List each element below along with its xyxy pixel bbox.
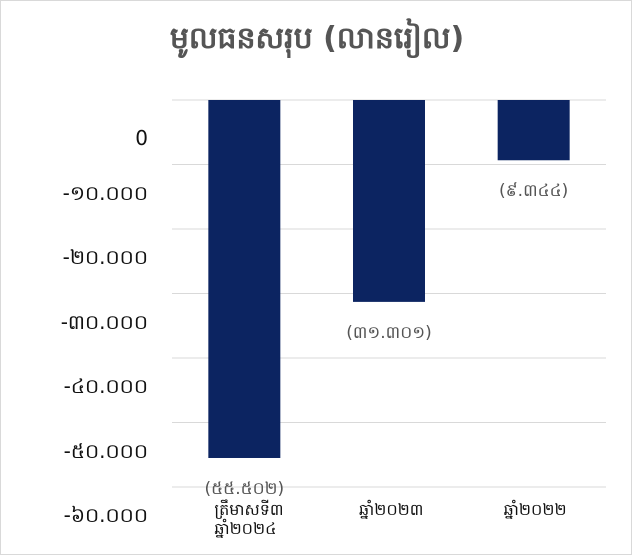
x-category-line: ឆ្នាំ២០២២ bbox=[503, 500, 567, 519]
x-category-line: ឆ្នាំ២០២៤ bbox=[214, 519, 277, 538]
x-category-line: ត្រឹមាសទី៣ bbox=[214, 500, 284, 519]
x-category-label: ឆ្នាំ២០២៣ bbox=[359, 500, 423, 519]
x-category-label: ឆ្នាំ២០២២ bbox=[504, 500, 567, 519]
y-tick-label: -៤០.០០០ bbox=[63, 374, 148, 398]
data-label: (៣១.៣០១) bbox=[346, 322, 432, 343]
y-tick-label: -៥០.០០០ bbox=[63, 438, 148, 463]
y-tick-label: -៣០.០០០ bbox=[60, 309, 148, 334]
bar bbox=[208, 100, 281, 458]
data-label: (៩.៣៤៤) bbox=[499, 181, 569, 202]
bar bbox=[497, 100, 570, 161]
chart-title: មូលធនសរុប (លានរៀល) bbox=[169, 21, 465, 56]
y-tick-label: -១០.០០០ bbox=[62, 180, 148, 205]
y-tick-label: -២០.០០០ bbox=[62, 245, 148, 269]
y-tick-label: 0 bbox=[135, 126, 148, 150]
x-category-label: ត្រឹមាសទី៣ ឆ្នាំ២០២៤ bbox=[214, 500, 283, 538]
data-label: (៥៥.៥០២) bbox=[204, 478, 285, 499]
y-tick-label: -៦០.០០០ bbox=[63, 503, 148, 527]
bar bbox=[353, 100, 425, 302]
x-category-line: ឆ្នាំ២០២៣ bbox=[359, 500, 424, 519]
